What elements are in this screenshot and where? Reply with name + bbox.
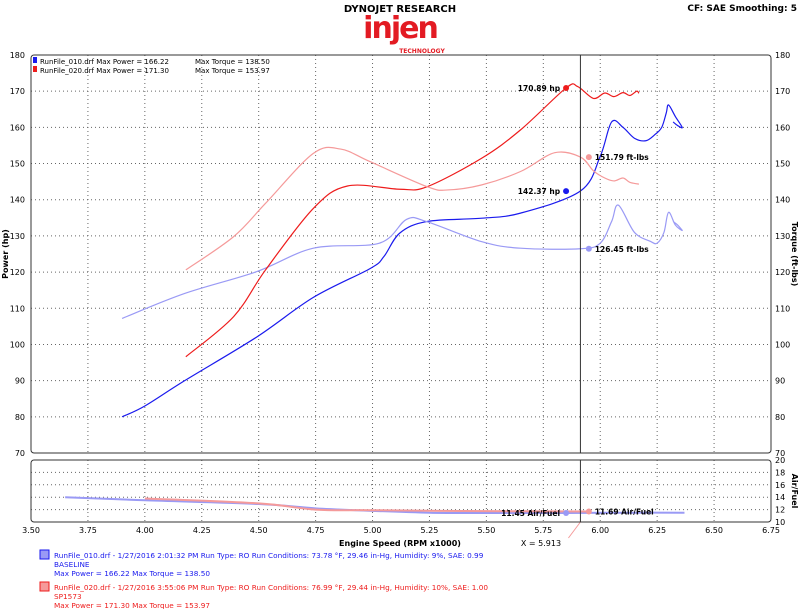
series-line <box>144 497 589 513</box>
y-tick-label-torque: 90 <box>775 377 785 386</box>
y-tick-label-torque: 70 <box>775 449 785 458</box>
y-tick-label-power: 100 <box>10 340 25 349</box>
y-axis-label-power: Power (hp) <box>1 229 10 279</box>
annotation-label: 11.69 Air/Fuel <box>595 508 654 517</box>
y-tick-label-afr: 20 <box>775 456 785 465</box>
chart-settings: CF: SAE Smoothing: 5 <box>687 4 797 14</box>
y-tick-label-afr: 16 <box>775 481 785 490</box>
x-tick-label: 5.50 <box>477 526 495 535</box>
logo-subtext: TECHNOLOGY <box>399 48 445 55</box>
series-line <box>121 104 683 418</box>
y-axis-label-afr: Air/Fuel <box>790 474 799 509</box>
run-2-max: Max Power = 171.30 Max Torque = 153.97 <box>54 601 210 609</box>
cursor-readout: X = 5.913 <box>521 539 561 548</box>
y-tick-label-power: 130 <box>10 232 25 241</box>
y-tick-label-torque: 100 <box>775 340 790 349</box>
x-axis-label: Engine Speed (RPM x1000) <box>339 539 461 548</box>
top-legend: RunFile_010.drf Max Power = 166.22 Max T… <box>33 57 270 75</box>
y-tick-label-afr: 10 <box>775 518 785 527</box>
annotation-label: 151.79 ft-lbs <box>595 153 649 162</box>
run-legend: RunFile_010.drf - 1/27/2016 2:01:32 PM R… <box>39 549 488 610</box>
annotation-marker <box>585 154 592 161</box>
x-tick-label: 3.50 <box>22 526 40 535</box>
legend-torque-2: Max Torque = 153.97 <box>195 67 270 75</box>
x-tick-label: 6.50 <box>705 526 723 535</box>
run-1-max: Max Power = 166.22 Max Torque = 138.50 <box>54 569 210 578</box>
logo-text: injen <box>363 11 437 46</box>
annotation-marker <box>563 84 570 91</box>
y-tick-label-power: 170 <box>10 87 25 96</box>
annotation-marker <box>563 510 570 517</box>
x-tick-label: 5.00 <box>364 526 382 535</box>
annotation-label: 126.45 ft-lbs <box>595 245 649 254</box>
y-tick-label-power: 90 <box>15 377 25 386</box>
cursor-pointer <box>568 521 581 539</box>
x-tick-label: 6.75 <box>762 526 780 535</box>
y-tick-label-afr: 18 <box>775 468 785 477</box>
y-tick-label-power: 80 <box>15 413 25 422</box>
y-tick-label-power: 140 <box>10 196 25 205</box>
legend-entry-1: RunFile_010.drf Max Power = 166.22 <box>40 58 169 66</box>
company-title: DYNOJET RESEARCH <box>344 4 456 15</box>
annotation-label: 170.89 hp <box>518 84 561 93</box>
series-line <box>121 204 683 319</box>
run-swatch-red <box>39 581 50 592</box>
annotation-label: 142.37 hp <box>518 187 561 196</box>
x-tick-label: 4.75 <box>307 526 325 535</box>
legend-torque-1: Max Torque = 138.50 <box>195 58 270 66</box>
y-tick-label-torque: 120 <box>775 268 790 277</box>
x-tick-label: 3.75 <box>79 526 97 535</box>
y-tick-label-power: 110 <box>10 304 25 313</box>
series-line <box>185 83 640 358</box>
x-tick-label: 4.25 <box>193 526 211 535</box>
x-tick-label: 6.25 <box>648 526 666 535</box>
main-plot-frame <box>30 54 772 454</box>
x-tick-label: 6.00 <box>591 526 609 535</box>
annotation-marker <box>563 188 570 195</box>
run-1-info: RunFile_010.drf - 1/27/2016 2:01:32 PM R… <box>54 551 484 560</box>
legend-swatch-red <box>33 66 37 72</box>
legend-entry-2: RunFile_020.drf Max Power = 171.30 <box>40 67 169 75</box>
legend-swatch-blue <box>33 57 37 63</box>
y-axis-label-torque: Torque (ft-lbs) <box>790 222 799 287</box>
y-tick-label-torque: 80 <box>775 413 785 422</box>
x-tick-label: 5.75 <box>534 526 552 535</box>
y-tick-label-torque: 130 <box>775 232 790 241</box>
y-tick-label-afr: 12 <box>775 506 785 515</box>
injen-logo: injen TECHNOLOGY <box>363 11 445 55</box>
run-swatch-blue <box>39 549 50 560</box>
annotation-label: 11.45 Air/Fuel <box>501 509 560 518</box>
x-tick-label: 5.25 <box>421 526 439 535</box>
x-tick-label: 4.00 <box>136 526 154 535</box>
afr-plot-frame <box>30 459 772 523</box>
y-tick-label-afr: 14 <box>775 493 785 502</box>
annotation-marker <box>585 508 592 515</box>
y-tick-label-power: 160 <box>10 123 25 132</box>
y-tick-label-torque: 150 <box>775 160 790 169</box>
y-tick-label-torque: 160 <box>775 123 790 132</box>
y-tick-label-torque: 110 <box>775 304 790 313</box>
series-line <box>185 146 640 271</box>
y-tick-label-power: 120 <box>10 268 25 277</box>
x-tick-label: 4.50 <box>250 526 268 535</box>
y-tick-label-power: 150 <box>10 160 25 169</box>
run-2-name: SP1573 <box>54 592 82 601</box>
run-1-name: BASELINE <box>54 560 90 569</box>
annotation-marker <box>585 245 592 252</box>
y-tick-label-torque: 140 <box>775 196 790 205</box>
y-tick-label-power: 70 <box>15 449 25 458</box>
run-2-info: RunFile_020.drf - 1/27/2016 3:55:06 PM R… <box>54 583 488 592</box>
y-tick-label-power: 180 <box>10 51 25 60</box>
y-tick-label-torque: 170 <box>775 87 790 96</box>
y-tick-label-torque: 180 <box>775 51 790 60</box>
